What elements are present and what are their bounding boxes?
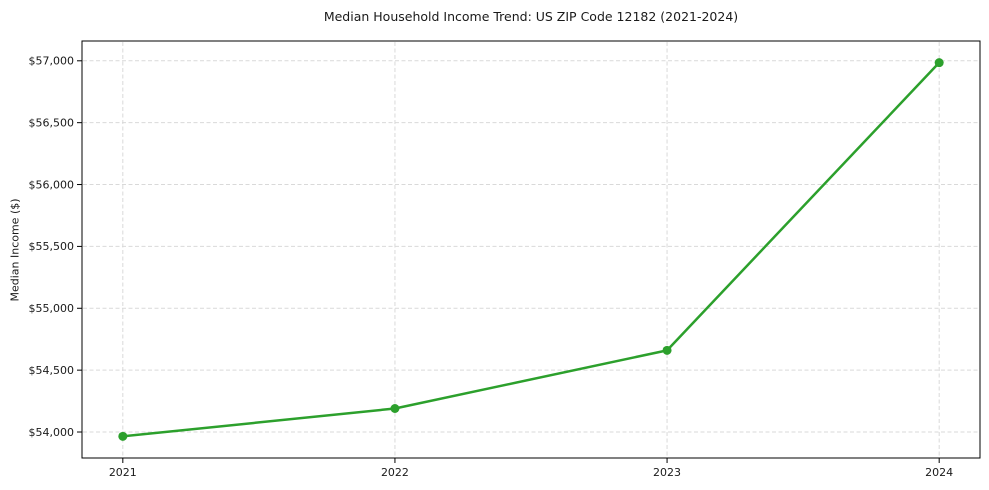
y-tick-label: $55,500 (29, 240, 75, 253)
y-tick-label: $56,500 (29, 116, 75, 129)
x-tick-label: 2024 (925, 466, 953, 479)
data-point-marker (662, 345, 672, 355)
x-tick-label: 2022 (381, 466, 409, 479)
data-point-marker (118, 431, 128, 441)
y-tick-label: $54,000 (29, 426, 75, 439)
x-tick-label: 2021 (109, 466, 137, 479)
plot-border (81, 40, 981, 459)
x-tick-label: 2023 (653, 466, 681, 479)
data-line (121, 61, 941, 438)
data-point-marker (390, 404, 400, 414)
chart-title: Median Household Income Trend: US ZIP Co… (323, 9, 739, 24)
y-tick-label: $57,000 (29, 55, 75, 68)
data-point-marker (934, 58, 944, 68)
y-tick-label: $56,000 (29, 178, 75, 191)
y-tick-label: $55,000 (29, 302, 75, 315)
y-tick-label: $54,500 (29, 364, 75, 377)
